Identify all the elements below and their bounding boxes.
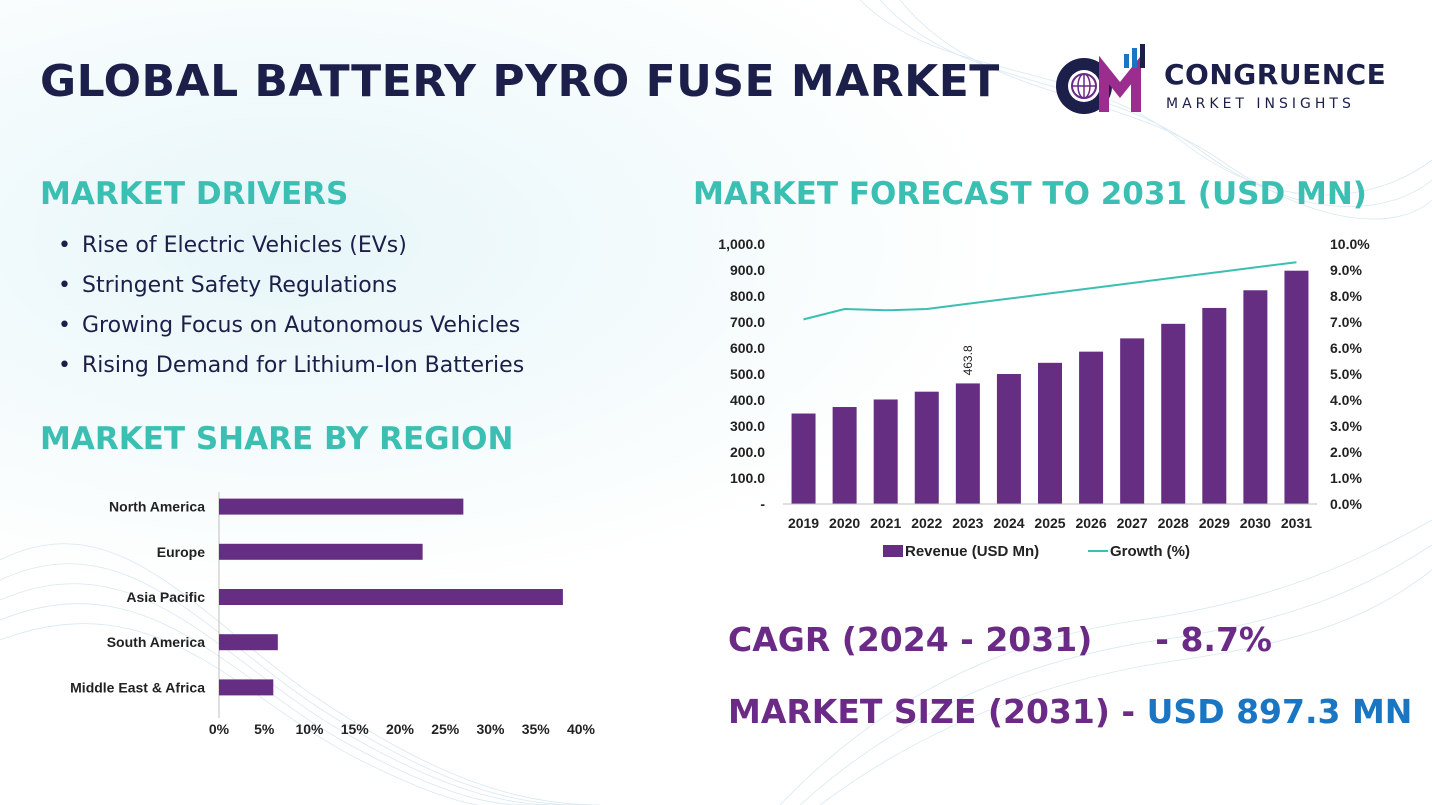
x-tick-label: 20% [386,721,415,737]
y-left-tick-label: 1,000.0 [718,236,765,252]
region-bar [219,498,464,515]
driver-item-label: Growing Focus on Autonomous Vehicles [82,313,521,338]
region-label: Middle East & Africa [70,679,205,695]
x-tick-label: 40% [567,721,596,737]
driver-item: • Rising Demand for Lithium-Ion Batteries [58,353,525,378]
x-tick-label: 2019 [788,515,819,531]
x-tick-label: 2027 [1117,515,1148,531]
region-bar [219,634,278,651]
y-right-tick-label: 6.0% [1330,340,1362,356]
logo-subtitle: MARKET INSIGHTS [1166,96,1355,112]
x-tick-label: 0% [209,721,230,737]
x-tick-label: 30% [476,721,505,737]
y-left-tick-label: 400.0 [730,392,765,408]
revenue-bar [1284,270,1309,504]
region-label: Asia Pacific [126,589,205,605]
region-bar [219,679,274,696]
revenue-bar [1161,323,1186,504]
x-tick-label: 2026 [1075,515,1106,531]
legend-revenue-label: Revenue (USD Mn) [905,543,1039,560]
revenue-bar [832,407,857,504]
forecast-chart: - 100.0 200.0 300.0 400.0 500.0 600.0 700.0 800.… [718,236,1370,560]
y-left-tick-label: 300.0 [730,418,765,434]
driver-item: • Stringent Safety Regulations [58,273,398,298]
region-label: North America [109,499,205,515]
market-size-stat: MARKET SIZE (2031) - USD 897.3 MN [728,692,1412,731]
y-left-tick-label: 100.0 [730,470,765,486]
y-left-tick-label: 900.0 [730,262,765,278]
y-left-tick-label: 500.0 [730,366,765,382]
y-right-tick-label: 2.0% [1330,444,1362,460]
x-tick-label: 2022 [911,515,942,531]
driver-item: • Growing Focus on Autonomous Vehicles [58,313,521,338]
x-tick-label: 2025 [1034,515,1065,531]
cagr-value: - 8.7% [1155,620,1272,659]
revenue-bar [996,374,1021,504]
legend-revenue-swatch [883,545,903,557]
y-right-tick-label: 10.0% [1330,236,1370,252]
y-left-tick-label: 200.0 [730,444,765,460]
y-right-tick-label: 8.0% [1330,288,1362,304]
region-label: Europe [157,544,205,560]
x-tick-label: 5% [254,721,275,737]
region-share-chart: North America Europe Asia Pacific South Ame… [70,492,596,737]
region-bar [219,589,563,605]
x-tick-label: 2028 [1158,515,1189,531]
cagr-label: CAGR (2024 - 2031) [728,620,1093,659]
driver-item: • Rise of Electric Vehicles (EVs) [58,233,407,258]
market-size-label: MARKET SIZE (2031) [728,692,1110,731]
y-right-tick-label: 0.0% [1330,496,1362,512]
growth-line [803,261,1297,321]
region-title: MARKET SHARE BY REGION [40,421,514,457]
region-label: South America [107,634,205,650]
y-left-tick-label: 800.0 [730,288,765,304]
drivers-list: • Rise of Electric Vehicles (EVs) • String… [58,230,524,390]
x-tick-label: 2029 [1199,515,1230,531]
driver-item-label: Stringent Safety Regulations [82,273,398,298]
brand-logo: CONGRUENCE MARKET INSIGHTS [1046,40,1396,120]
revenue-bar [1202,307,1227,504]
x-tick-label: 2030 [1240,515,1271,531]
x-tick-label: 2024 [993,515,1024,531]
drivers-title: MARKET DRIVERS [40,176,349,212]
revenue-bar [791,413,816,504]
x-tick-label: 2023 [952,515,983,531]
revenue-bar [1079,351,1104,504]
market-size-separator: - [1121,692,1136,731]
logo-name: CONGRUENCE [1164,58,1387,91]
x-tick-label: 25% [431,721,460,737]
y-right-tick-label: 1.0% [1330,470,1362,486]
page-title: GLOBAL BATTERY PYRO FUSE MARKET [40,56,1000,107]
y-right-tick-label: 5.0% [1330,366,1362,382]
market-size-value: USD 897.3 MN [1146,692,1413,731]
driver-item-label: Rising Demand for Lithium-Ion Batteries [82,353,525,378]
x-tick-label: 10% [295,721,324,737]
y-left-tick-label: - [760,496,765,512]
logo-mark-icon [1056,44,1145,114]
y-left-tick-label: 700.0 [730,314,765,330]
forecast-title: MARKET FORECAST TO 2031 (USD MN) [693,176,1367,212]
y-right-tick-label: 3.0% [1330,418,1362,434]
revenue-bar [873,399,898,504]
y-right-tick-label: 7.0% [1330,314,1362,330]
revenue-bar [955,383,980,504]
x-tick-label: 2021 [870,515,901,531]
driver-item-label: Rise of Electric Vehicles (EVs) [82,233,407,258]
region-bar [219,543,423,560]
cagr-stat: CAGR (2024 - 2031) - 8.7% [728,620,1272,659]
bar-data-label: 463.8 [961,345,975,375]
revenue-bar [1243,290,1268,504]
y-right-tick-label: 9.0% [1330,262,1362,278]
x-tick-label: 15% [341,721,370,737]
y-left-tick-label: 600.0 [730,340,765,356]
revenue-bar [1120,338,1145,504]
x-tick-label: 2020 [829,515,860,531]
y-right-tick-label: 4.0% [1330,392,1362,408]
legend-growth-label: Growth (%) [1110,543,1190,560]
revenue-bar [914,391,939,504]
revenue-bar [1038,362,1062,504]
x-tick-label: 35% [522,721,551,737]
x-tick-label: 2031 [1281,515,1312,531]
